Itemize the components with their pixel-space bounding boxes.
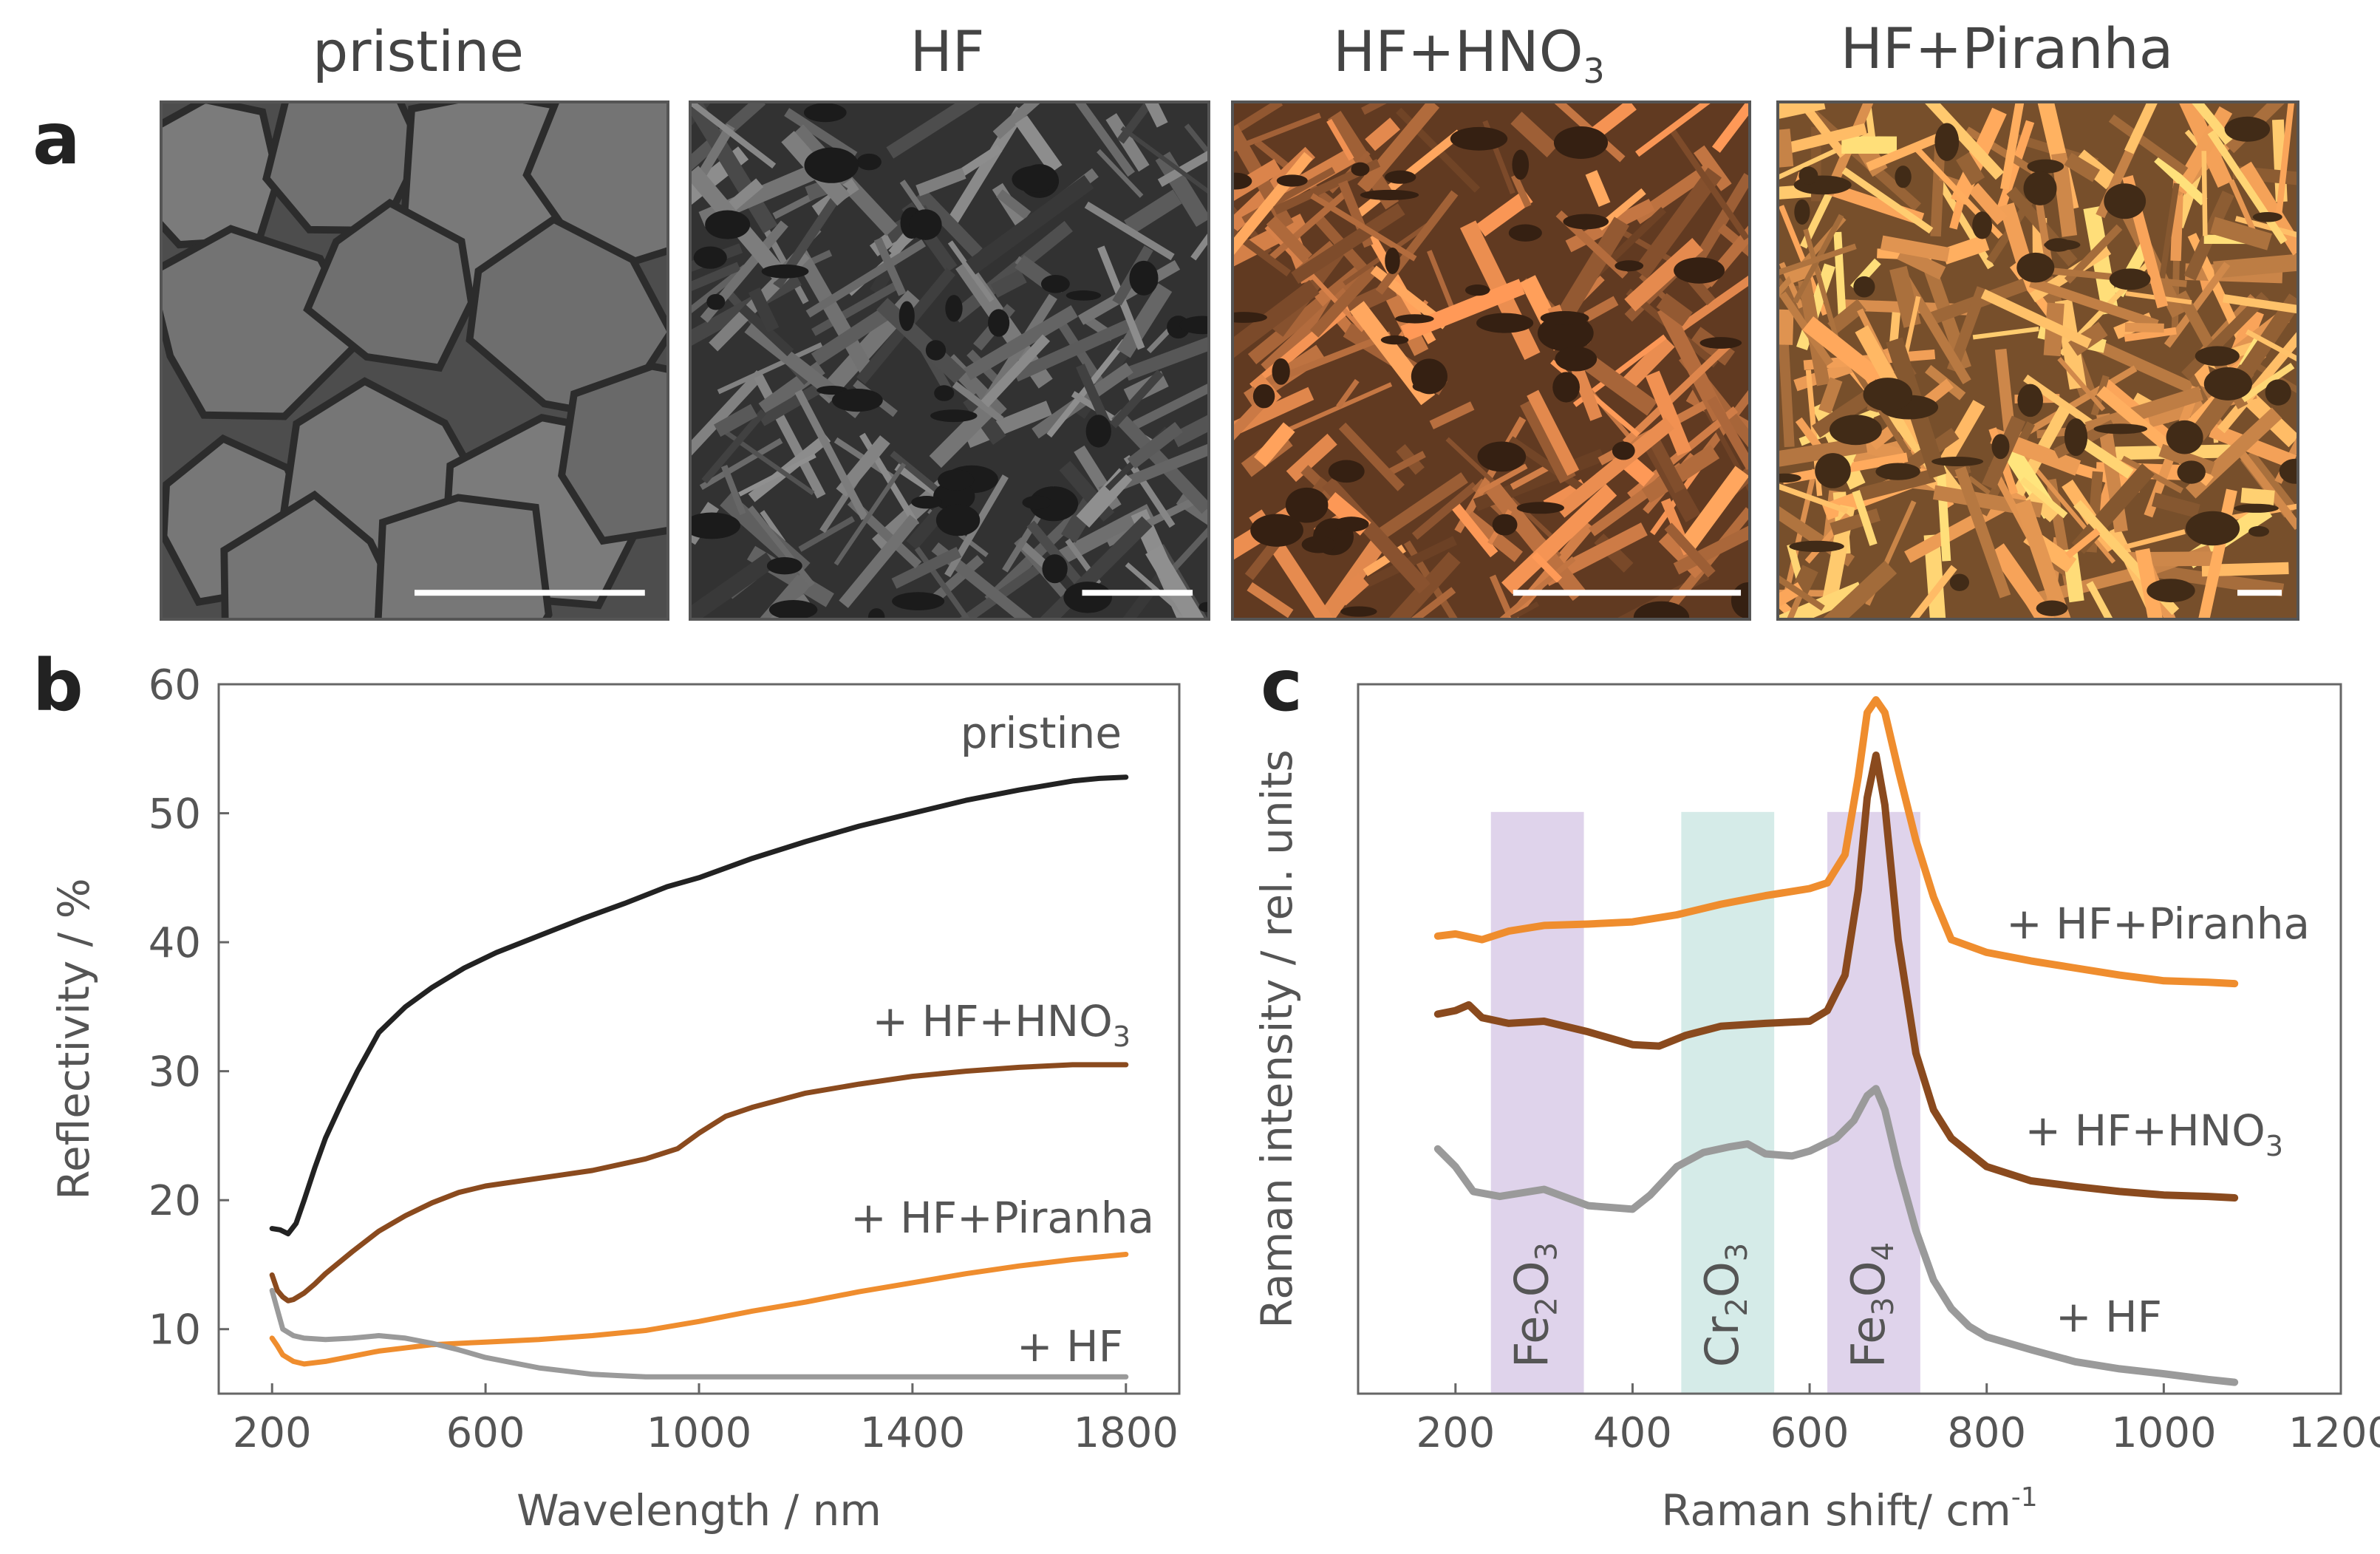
sem-texture: [1234, 103, 1748, 618]
sem-title-hf-hno3: HF+HNO3: [1210, 24, 1728, 92]
panel-label-a: a: [33, 98, 81, 180]
x-tick-label: 600: [1770, 1409, 1849, 1457]
y-tick-label: 40: [149, 919, 201, 967]
series-line-hf-piranha: [1433, 696, 2239, 988]
y-axis-label: Raman intensity / rel. units: [1252, 749, 1302, 1329]
band-fe3o4: [1827, 811, 1920, 1394]
band-label: Cr2O3: [1695, 1243, 1754, 1368]
x-tick-label: 400: [1593, 1409, 1672, 1457]
scale-bar: [415, 590, 645, 596]
series-line-hf-hno3: [269, 1062, 1129, 1303]
band-label: Fe3O4: [1841, 1242, 1900, 1368]
chart-panel-b: 200 600 1000 1400 1800 10 20 30 40 50 60 Wavelength…: [49, 661, 1181, 1536]
series-label: pristine: [961, 708, 1122, 758]
x-tick-label: 800: [1947, 1409, 2026, 1457]
series-line-hf: [1433, 1085, 2239, 1386]
x-tick-label: 600: [446, 1409, 525, 1457]
x-tick-label: 1000: [647, 1409, 752, 1457]
x-tick-label: 200: [233, 1409, 312, 1457]
y-tick-label: 20: [149, 1177, 201, 1225]
x-tick-label: 1800: [1074, 1409, 1179, 1457]
series-line-hf-piranha: [269, 1252, 1129, 1367]
series-line-hf: [269, 1287, 1129, 1380]
series-label: + HF: [2056, 1292, 2162, 1342]
y-tick-label: 30: [149, 1049, 201, 1097]
sem-texture: [163, 103, 666, 618]
sem-texture: [1779, 103, 2297, 618]
sem-title-text: HF: [910, 18, 985, 84]
scale-bar: [2237, 590, 2282, 596]
series-label: + HF: [1017, 1321, 1123, 1371]
series-label: + HF+Piranha: [2006, 899, 2310, 949]
sem-title-text: HF+HNO: [1333, 18, 1583, 84]
y-tick-label: 50: [149, 791, 201, 839]
sem-title-subscript: 3: [1583, 51, 1605, 92]
series-line-pristine: [269, 774, 1129, 1237]
sem-image-hf-hno3: [1231, 100, 1751, 621]
chart-panel-c: Fe2O3 Cr2O3 Fe3O4 200 400 600 800 1000 1200 Raman…: [1252, 683, 2380, 1536]
y-axis-label: Reflectivity / %: [49, 878, 99, 1199]
x-tick-label: 1400: [860, 1409, 966, 1457]
scale-bar: [1082, 590, 1193, 596]
sem-title-pristine: pristine: [160, 24, 677, 80]
series-label: + HF+HNO3: [2025, 1105, 2283, 1162]
series-label: + HF+HNO3: [873, 996, 1131, 1053]
band-fe2o3: [1490, 811, 1584, 1394]
x-axis-label: Wavelength / nm: [516, 1485, 882, 1536]
plot-frame: [1357, 683, 2342, 1395]
x-tick-label: 1000: [2111, 1409, 2217, 1457]
series-label: + HF+Piranha: [850, 1193, 1154, 1243]
x-tick-label: 1200: [2288, 1409, 2380, 1457]
sem-image-hf-piranha: [1776, 100, 2299, 621]
panel-label-c: c: [1261, 644, 1303, 727]
band-label: Fe2O3: [1505, 1242, 1564, 1368]
scale-bar: [1513, 590, 1742, 596]
x-tick-label: 200: [1416, 1409, 1495, 1457]
sem-image-hf: [689, 100, 1210, 621]
x-axis-label: Raman shift/ cm-1: [1661, 1482, 2037, 1536]
sem-title-hf: HF: [689, 24, 1206, 80]
sem-title-text: pristine: [312, 18, 525, 84]
sem-texture: [692, 103, 1207, 618]
panel-label-b: b: [33, 644, 83, 727]
sem-title-text: HF+Piranha: [1840, 16, 2174, 81]
y-tick-label: 60: [149, 661, 201, 709]
series-line-hf-hno3: [1433, 752, 2239, 1202]
sem-image-pristine: [160, 100, 669, 621]
sem-title-hf-piranha: HF+Piranha: [1748, 21, 2265, 77]
y-tick-label: 10: [149, 1306, 201, 1354]
